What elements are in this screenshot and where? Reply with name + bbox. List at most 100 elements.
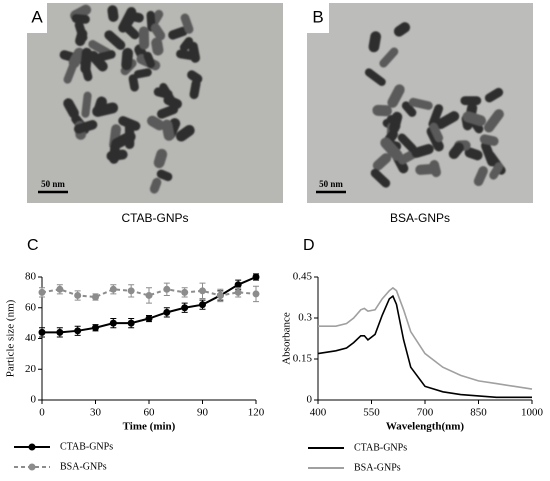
nanorod bbox=[143, 51, 156, 69]
nanorod bbox=[133, 68, 152, 79]
data-point bbox=[216, 291, 224, 299]
nanorod bbox=[364, 68, 386, 86]
y-tick-label: 80 bbox=[25, 271, 37, 283]
data-point bbox=[92, 324, 99, 332]
nanorod bbox=[80, 47, 92, 74]
data-point bbox=[163, 285, 171, 293]
nanorod bbox=[81, 91, 92, 118]
data-point bbox=[127, 287, 135, 295]
legend-label: BSA-GNPs bbox=[354, 462, 401, 473]
panel-label: A bbox=[31, 7, 43, 26]
panel-label: D bbox=[303, 237, 315, 254]
label-box bbox=[307, 3, 329, 33]
nanorod bbox=[175, 124, 195, 142]
nanorod bbox=[401, 101, 417, 117]
x-axis-label: Wavelength(nm) bbox=[386, 421, 465, 433]
nanorod bbox=[68, 47, 85, 69]
y-tick-label: 40 bbox=[25, 332, 37, 344]
nanorod bbox=[368, 31, 382, 53]
nanorod bbox=[479, 134, 499, 146]
nanorod bbox=[462, 111, 486, 127]
nanorod bbox=[372, 153, 392, 171]
nanorod bbox=[473, 166, 488, 187]
nanorods-b bbox=[364, 22, 506, 188]
nanorod bbox=[156, 169, 173, 182]
x-tick-label: 60 bbox=[144, 407, 156, 419]
data-point bbox=[74, 291, 82, 299]
data-point bbox=[181, 304, 189, 312]
x-tick-label: 120 bbox=[248, 407, 265, 419]
nanorod bbox=[109, 141, 120, 164]
y-tick-label: 0.3 bbox=[298, 312, 312, 324]
nanorod bbox=[448, 142, 465, 159]
nanorod bbox=[88, 50, 108, 72]
data-point bbox=[234, 281, 242, 289]
data-point bbox=[199, 287, 206, 295]
nanorod bbox=[481, 141, 497, 167]
nanorod bbox=[153, 148, 168, 169]
y-tick-label: 0 bbox=[31, 394, 37, 406]
nanorod bbox=[180, 13, 194, 34]
x-axis-label: Time (min) bbox=[123, 421, 176, 433]
scale-bar-label: 50 nm bbox=[319, 179, 343, 189]
panel-label: B bbox=[312, 7, 323, 26]
nanorod bbox=[387, 84, 405, 108]
nanorod bbox=[96, 50, 116, 62]
nanorod bbox=[429, 122, 444, 143]
nanorod bbox=[388, 111, 403, 134]
data-point bbox=[74, 327, 82, 335]
y-tick-label: 0.45 bbox=[293, 271, 313, 283]
data-point bbox=[163, 308, 171, 316]
x-tick-label: 400 bbox=[310, 407, 327, 419]
nanorod bbox=[104, 30, 126, 50]
caption: BSA-GNPs bbox=[390, 211, 450, 225]
nanorod bbox=[149, 177, 162, 194]
y-axis-label: Absorbance bbox=[281, 312, 293, 365]
nanorod bbox=[151, 37, 164, 56]
data-point bbox=[92, 293, 99, 301]
y-tick-label: 60 bbox=[25, 301, 37, 313]
nanorod bbox=[63, 98, 79, 119]
data-point bbox=[38, 328, 46, 336]
nanorod bbox=[464, 147, 483, 161]
nanorod bbox=[179, 37, 194, 52]
nanorod bbox=[189, 79, 201, 100]
data-point bbox=[56, 285, 64, 293]
nanorod bbox=[93, 96, 108, 116]
label-box bbox=[27, 3, 47, 33]
nanorod bbox=[393, 22, 411, 37]
nanorod bbox=[397, 133, 417, 153]
scale-bar-label: 50 nm bbox=[41, 179, 65, 189]
nanorod bbox=[121, 47, 134, 71]
nanorod bbox=[161, 119, 175, 141]
x-tick-label: 550 bbox=[363, 407, 380, 419]
nanorod bbox=[460, 96, 482, 106]
nanorod bbox=[380, 137, 403, 161]
y-tick-label: 0 bbox=[307, 394, 313, 406]
data-point bbox=[145, 315, 153, 323]
legend-marker bbox=[28, 443, 36, 451]
nanorod bbox=[71, 14, 90, 24]
nanorod bbox=[484, 87, 504, 103]
nanorod bbox=[408, 97, 433, 110]
nanorod bbox=[168, 26, 188, 40]
data-point bbox=[234, 288, 242, 296]
nanorod bbox=[415, 163, 440, 175]
y-axis-label: Particle size (nm) bbox=[5, 299, 17, 377]
legend-label: CTAB-GNPs bbox=[60, 441, 113, 452]
nanorod bbox=[75, 28, 88, 47]
x-tick-label: 90 bbox=[197, 407, 209, 419]
data-point bbox=[252, 290, 260, 298]
data-point bbox=[252, 273, 260, 281]
nanorod bbox=[128, 74, 139, 92]
caption: CTAB-GNPs bbox=[121, 211, 188, 225]
data-point bbox=[199, 301, 206, 309]
data-point bbox=[38, 288, 46, 296]
nanorod bbox=[483, 109, 504, 133]
y-tick-label: 0.15 bbox=[293, 353, 313, 365]
nanorod bbox=[73, 120, 98, 134]
nanorod bbox=[147, 115, 165, 131]
nanorod bbox=[370, 168, 391, 188]
data-point bbox=[109, 285, 117, 293]
